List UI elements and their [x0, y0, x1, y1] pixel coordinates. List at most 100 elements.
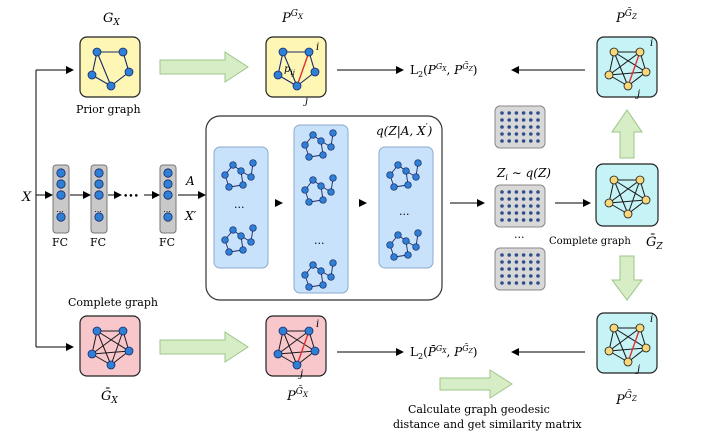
- xprime-label: X′: [184, 209, 197, 223]
- tree-node: [327, 143, 335, 151]
- p-gz-bottom-nodes: [604, 323, 651, 367]
- grid-dot: [500, 190, 504, 194]
- sample-grids: [494, 105, 546, 291]
- tree-node: [229, 226, 237, 234]
- tree-node: [229, 161, 237, 169]
- panel-arrow-1: [275, 199, 283, 207]
- grid-dot: [514, 253, 519, 257]
- tree-node: [414, 159, 422, 167]
- green-arrow-top: [159, 51, 249, 83]
- grid-dot: [507, 118, 512, 122]
- tree-node: [404, 251, 412, 259]
- tree-node: [301, 186, 309, 194]
- grid-dot: [529, 190, 533, 194]
- panel2-ellipsis: ...: [314, 234, 325, 247]
- tree-node: [249, 224, 257, 232]
- fc-neuron: [163, 179, 173, 189]
- grid-dot: [514, 267, 519, 271]
- grid-dot: [536, 197, 540, 201]
- p-gz-bottom-i: i: [650, 314, 653, 325]
- tree-node: [390, 253, 398, 261]
- tree-node: [394, 231, 402, 239]
- tree-node: [309, 131, 317, 139]
- grid-dot: [521, 211, 526, 215]
- fc-neuron: [94, 168, 104, 178]
- grid-dot: [514, 281, 519, 285]
- grid-dot: [500, 197, 504, 201]
- grid-dot: [529, 118, 533, 122]
- tree-node: [249, 159, 257, 167]
- grid-dot: [500, 218, 504, 222]
- p-gx-bottom-i: i: [316, 319, 319, 330]
- fc-neuron: [56, 190, 66, 200]
- grid-dot: [514, 197, 519, 201]
- grid-dot: [521, 190, 526, 194]
- grid-dot: [536, 132, 540, 136]
- tree-node: [390, 183, 398, 191]
- tree-node: [221, 171, 229, 179]
- p-gx-bottom-nodes: [273, 326, 320, 370]
- tree-node: [309, 261, 317, 269]
- grid-dot: [507, 281, 512, 285]
- grid-dot: [529, 260, 533, 264]
- grid-dot: [514, 132, 519, 136]
- fc-ellipsis: •••: [123, 192, 139, 202]
- grid-dot: [514, 274, 519, 278]
- grid-dot: [529, 111, 533, 115]
- grid-dot: [507, 204, 512, 208]
- p-gx-top-label: PGX: [281, 9, 304, 26]
- grid-dot: [529, 253, 533, 257]
- tree-node: [237, 167, 245, 175]
- fc-dots: ⋯: [94, 207, 102, 216]
- grid-dot: [500, 274, 504, 278]
- p-gz-top-label: PḠZ: [615, 7, 637, 26]
- grid-dot: [507, 274, 512, 278]
- grid-dot: [529, 139, 533, 143]
- fc-neuron: [163, 190, 173, 200]
- grid-dot: [514, 118, 519, 122]
- tree-node: [225, 183, 233, 191]
- q-label: q(Z|A, X′): [376, 123, 433, 138]
- grid-dot: [507, 111, 512, 115]
- tree-node: [239, 246, 247, 254]
- grid-dot: [514, 211, 519, 215]
- tree-node: [394, 161, 402, 169]
- p-gz-top-i: i: [650, 38, 653, 49]
- fc-neuron: [94, 190, 104, 200]
- complete-graph-mid-caption: Complete graph: [549, 236, 631, 247]
- fc-label-2: FC: [90, 236, 106, 249]
- grid-dot: [500, 118, 504, 122]
- tree-node: [404, 181, 412, 189]
- green-arrow-down: [611, 255, 643, 301]
- tree-node: [317, 267, 325, 275]
- fc-label-1: FC: [52, 236, 68, 249]
- tree-node: [221, 236, 229, 244]
- grid-dot: [507, 211, 512, 215]
- grid-dot: [507, 197, 512, 201]
- fc-neuron: [56, 179, 66, 189]
- fc-neuron: [94, 179, 104, 189]
- grid-dot: [521, 267, 526, 271]
- grid-dot: [536, 125, 540, 129]
- tree-node: [319, 196, 327, 204]
- tree-node: [412, 243, 420, 251]
- green-arrow-up: [611, 109, 643, 159]
- tree-node: [412, 173, 420, 181]
- fc-neuron: [56, 168, 66, 178]
- p-gz-top-j: j: [635, 89, 640, 100]
- grid-dot: [500, 204, 504, 208]
- prior-graph-nodes: [87, 47, 134, 91]
- p-gz-top-graph: [608, 51, 647, 87]
- p-gx-top-nodes: [273, 47, 320, 91]
- green-arrow-geodesic: [439, 369, 513, 399]
- grid-dot: [521, 197, 526, 201]
- p-gx-bottom-label: PḠX: [286, 385, 309, 404]
- fc-dots: ⋯: [163, 207, 171, 216]
- complete-graph-bottom-caption: Complete graph: [68, 296, 158, 309]
- tree-node: [301, 141, 309, 149]
- grid-dot: [536, 253, 540, 257]
- green-arrow-bottom: [159, 331, 249, 363]
- grid-dot: [514, 190, 519, 194]
- grid-dot: [521, 274, 526, 278]
- grid-dot: [536, 274, 540, 278]
